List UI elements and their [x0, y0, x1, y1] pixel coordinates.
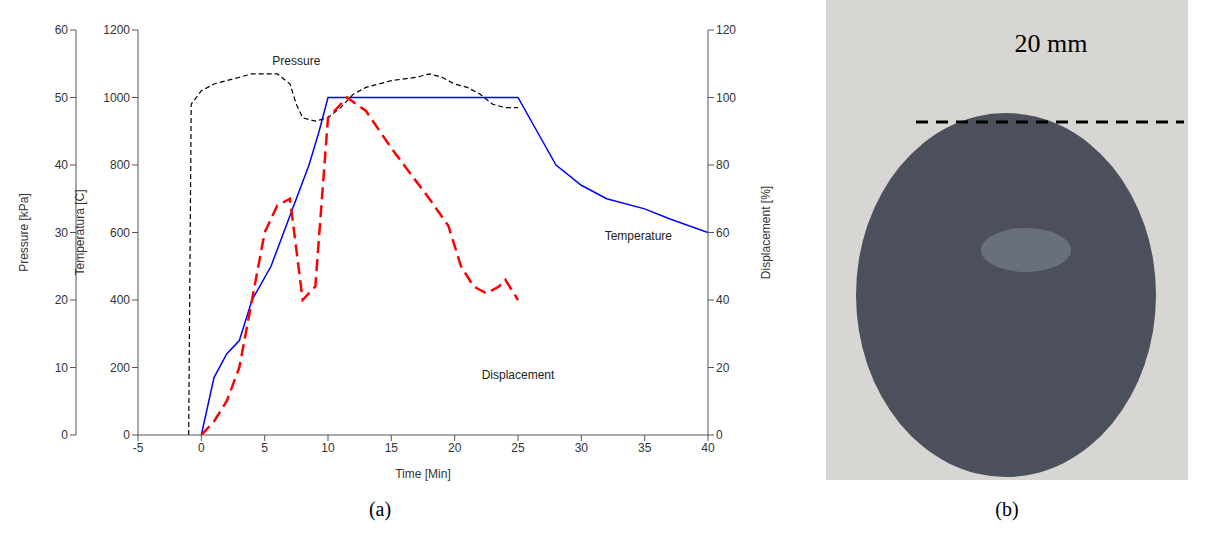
svg-text:0: 0: [123, 428, 130, 442]
svg-text:0: 0: [716, 428, 723, 442]
svg-text:50: 50: [55, 91, 69, 105]
html-text:(a): (a): [368, 498, 392, 520]
svg-text:1000: 1000: [103, 91, 130, 105]
svg-text:30: 30: [55, 226, 69, 240]
svg-text:40: 40: [701, 441, 715, 455]
svg-text:0: 0: [61, 428, 68, 442]
svg-text:60: 60: [55, 23, 69, 37]
svg-text:100: 100: [716, 91, 736, 105]
html-text:(b): (b): [995, 498, 1019, 520]
svg-text:60: 60: [716, 226, 730, 240]
svg-text:-5: -5: [133, 441, 144, 455]
svg-text:600: 600: [110, 226, 130, 240]
svg-text:20: 20: [716, 361, 730, 375]
svg-text:20 mm: 20 mm: [1015, 29, 1088, 58]
svg-text:10: 10: [55, 361, 69, 375]
svg-text:10: 10: [321, 441, 335, 455]
svg-text:200: 200: [110, 361, 130, 375]
svg-text:30: 30: [575, 441, 589, 455]
svg-text:120: 120: [716, 23, 736, 37]
svg-text:Temperatura [C]: Temperatura [C]: [73, 189, 87, 275]
svg-text:5: 5: [261, 441, 268, 455]
svg-text:0: 0: [198, 441, 205, 455]
svg-text:Time [Min]: Time [Min]: [395, 467, 451, 481]
svg-text:40: 40: [716, 293, 730, 307]
svg-text:40: 40: [55, 158, 69, 172]
svg-text:Pressure: Pressure: [272, 54, 320, 68]
svg-text:800: 800: [110, 158, 130, 172]
svg-text:1200: 1200: [103, 23, 130, 37]
svg-text:Displacement: Displacement: [482, 368, 555, 382]
svg-text:20: 20: [55, 293, 69, 307]
svg-text:Displacement [%]: Displacement [%]: [759, 186, 773, 279]
svg-text:Pressure [kPa]: Pressure [kPa]: [17, 193, 31, 272]
svg-text:20: 20: [448, 441, 462, 455]
svg-text:15: 15: [385, 441, 399, 455]
svg-text:25: 25: [511, 441, 525, 455]
svg-text:35: 35: [638, 441, 652, 455]
svg-text:400: 400: [110, 293, 130, 307]
svg-text:80: 80: [716, 158, 730, 172]
svg-text:Temperature: Temperature: [605, 229, 673, 243]
